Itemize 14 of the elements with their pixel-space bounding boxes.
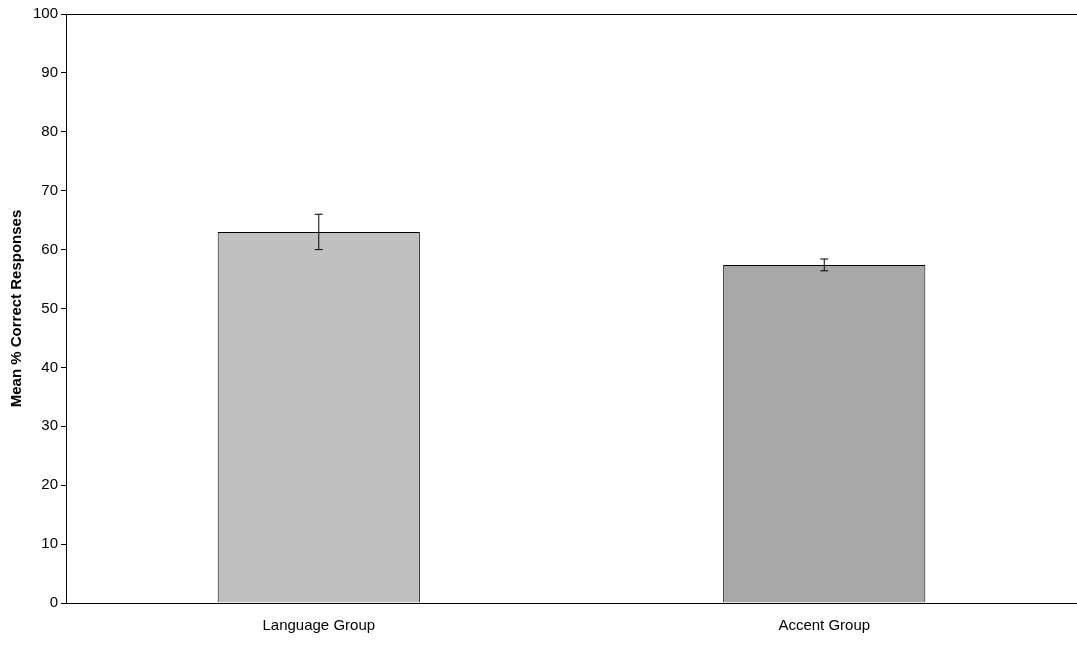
- y-tick-label: 70: [41, 180, 59, 198]
- x-tick-label: Accent Group: [778, 616, 871, 634]
- y-tick-label: 40: [41, 357, 59, 375]
- y-tick-label: 60: [41, 239, 59, 257]
- y-tick-label: 50: [41, 298, 59, 316]
- y-axis-title: Mean % Correct Responses: [7, 209, 25, 408]
- y-tick-label: 20: [41, 475, 59, 493]
- y-tick-label: 100: [33, 4, 59, 22]
- y-tick-label: 10: [41, 534, 59, 552]
- y-tick-label: 0: [49, 593, 59, 611]
- x-tick-label: Language Group: [262, 616, 376, 634]
- y-tick-label: 90: [41, 63, 59, 81]
- y-tick-label: 30: [41, 416, 59, 434]
- y-tick-label: 80: [41, 121, 59, 139]
